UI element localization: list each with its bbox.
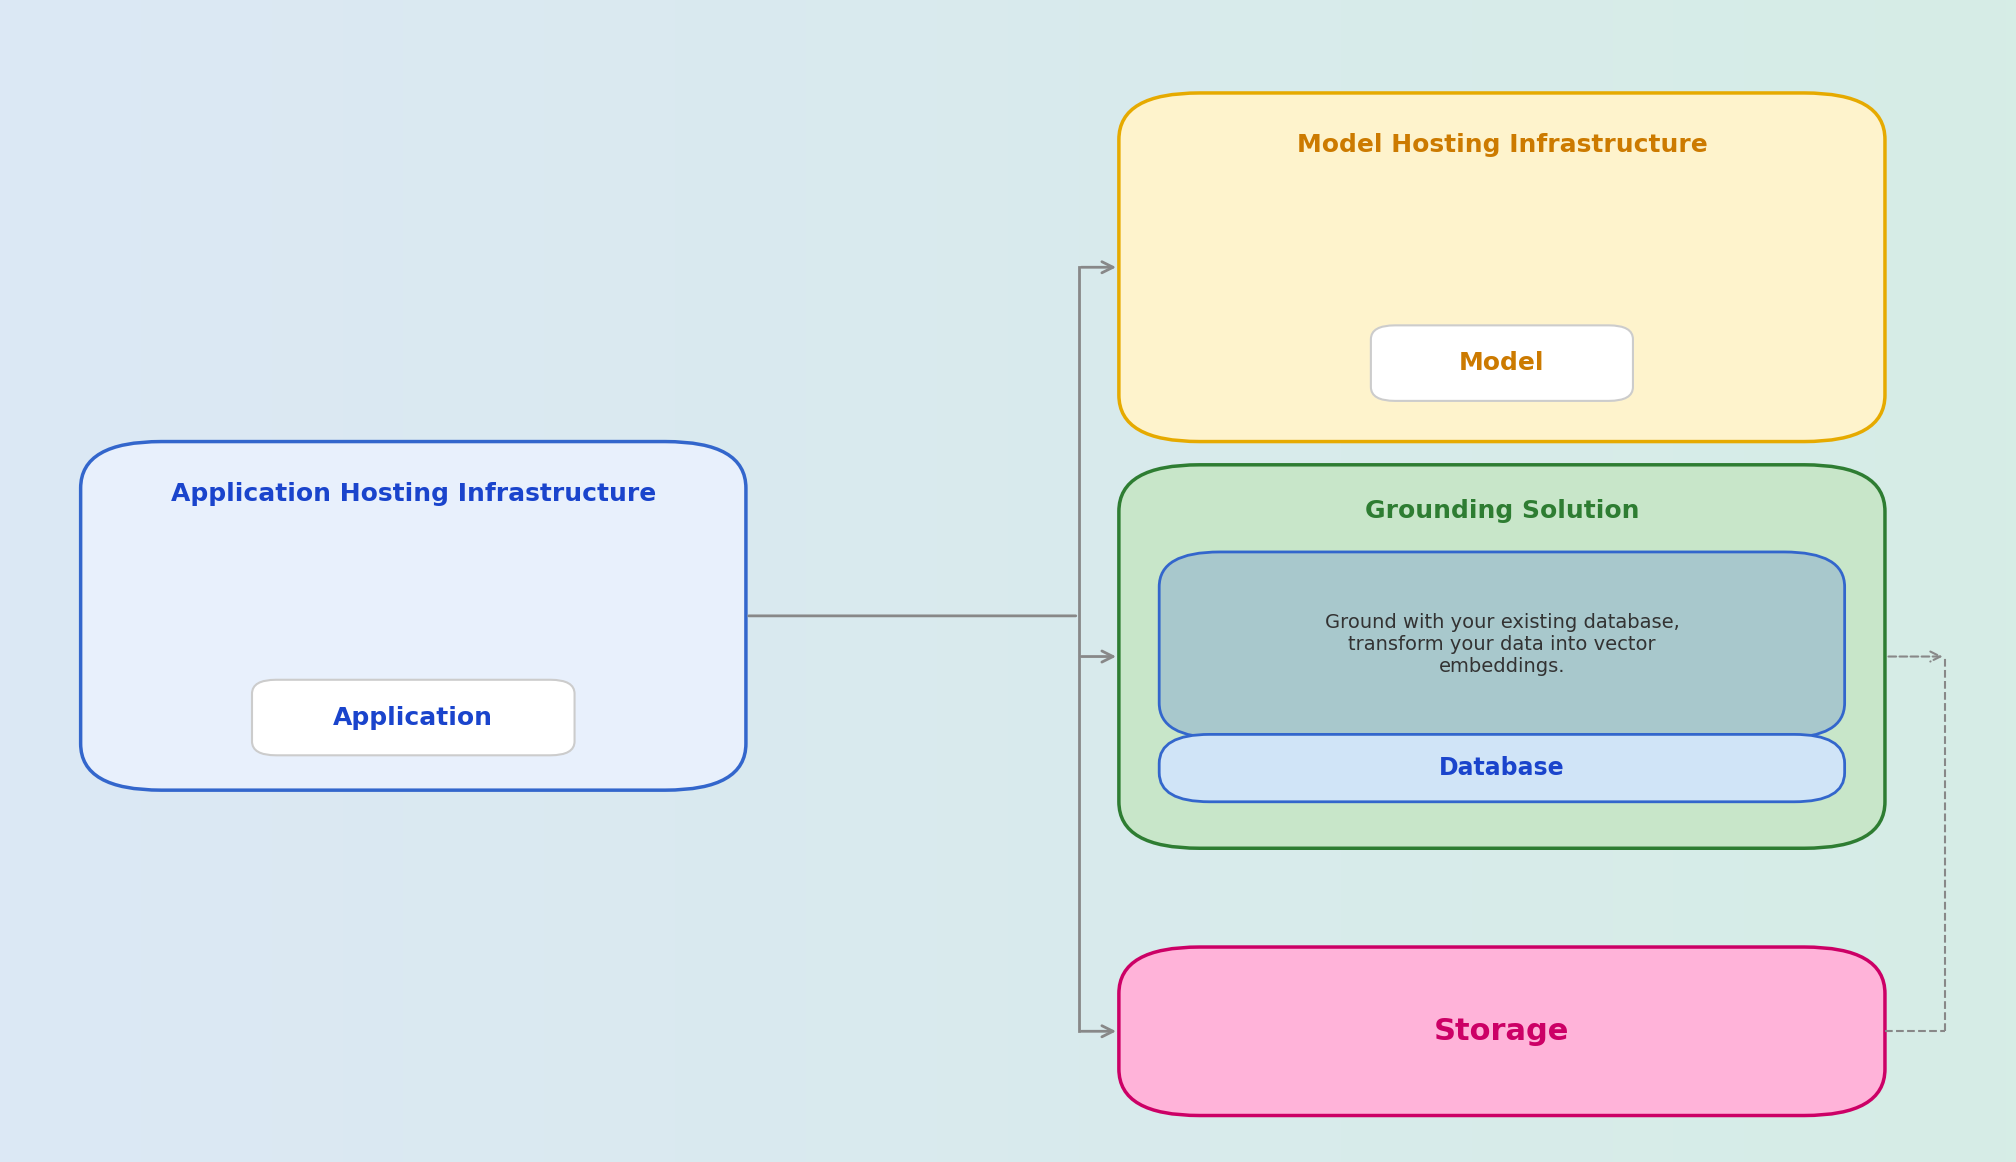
FancyBboxPatch shape [1159, 552, 1845, 738]
FancyBboxPatch shape [81, 442, 746, 790]
FancyBboxPatch shape [1371, 325, 1633, 401]
Text: Application: Application [333, 705, 494, 730]
FancyBboxPatch shape [1159, 734, 1845, 802]
Text: Database: Database [1439, 756, 1564, 780]
Text: Ground with your existing database,
transform your data into vector
embeddings.: Ground with your existing database, tran… [1325, 614, 1679, 676]
FancyBboxPatch shape [1119, 465, 1885, 848]
FancyBboxPatch shape [1119, 93, 1885, 442]
Text: Grounding Solution: Grounding Solution [1365, 500, 1639, 523]
Text: Model Hosting Infrastructure: Model Hosting Infrastructure [1296, 134, 1708, 157]
Text: Application Hosting Infrastructure: Application Hosting Infrastructure [171, 482, 655, 505]
Text: Storage: Storage [1433, 1017, 1570, 1046]
Text: Model: Model [1460, 351, 1544, 375]
FancyBboxPatch shape [1119, 947, 1885, 1116]
FancyBboxPatch shape [252, 680, 575, 755]
